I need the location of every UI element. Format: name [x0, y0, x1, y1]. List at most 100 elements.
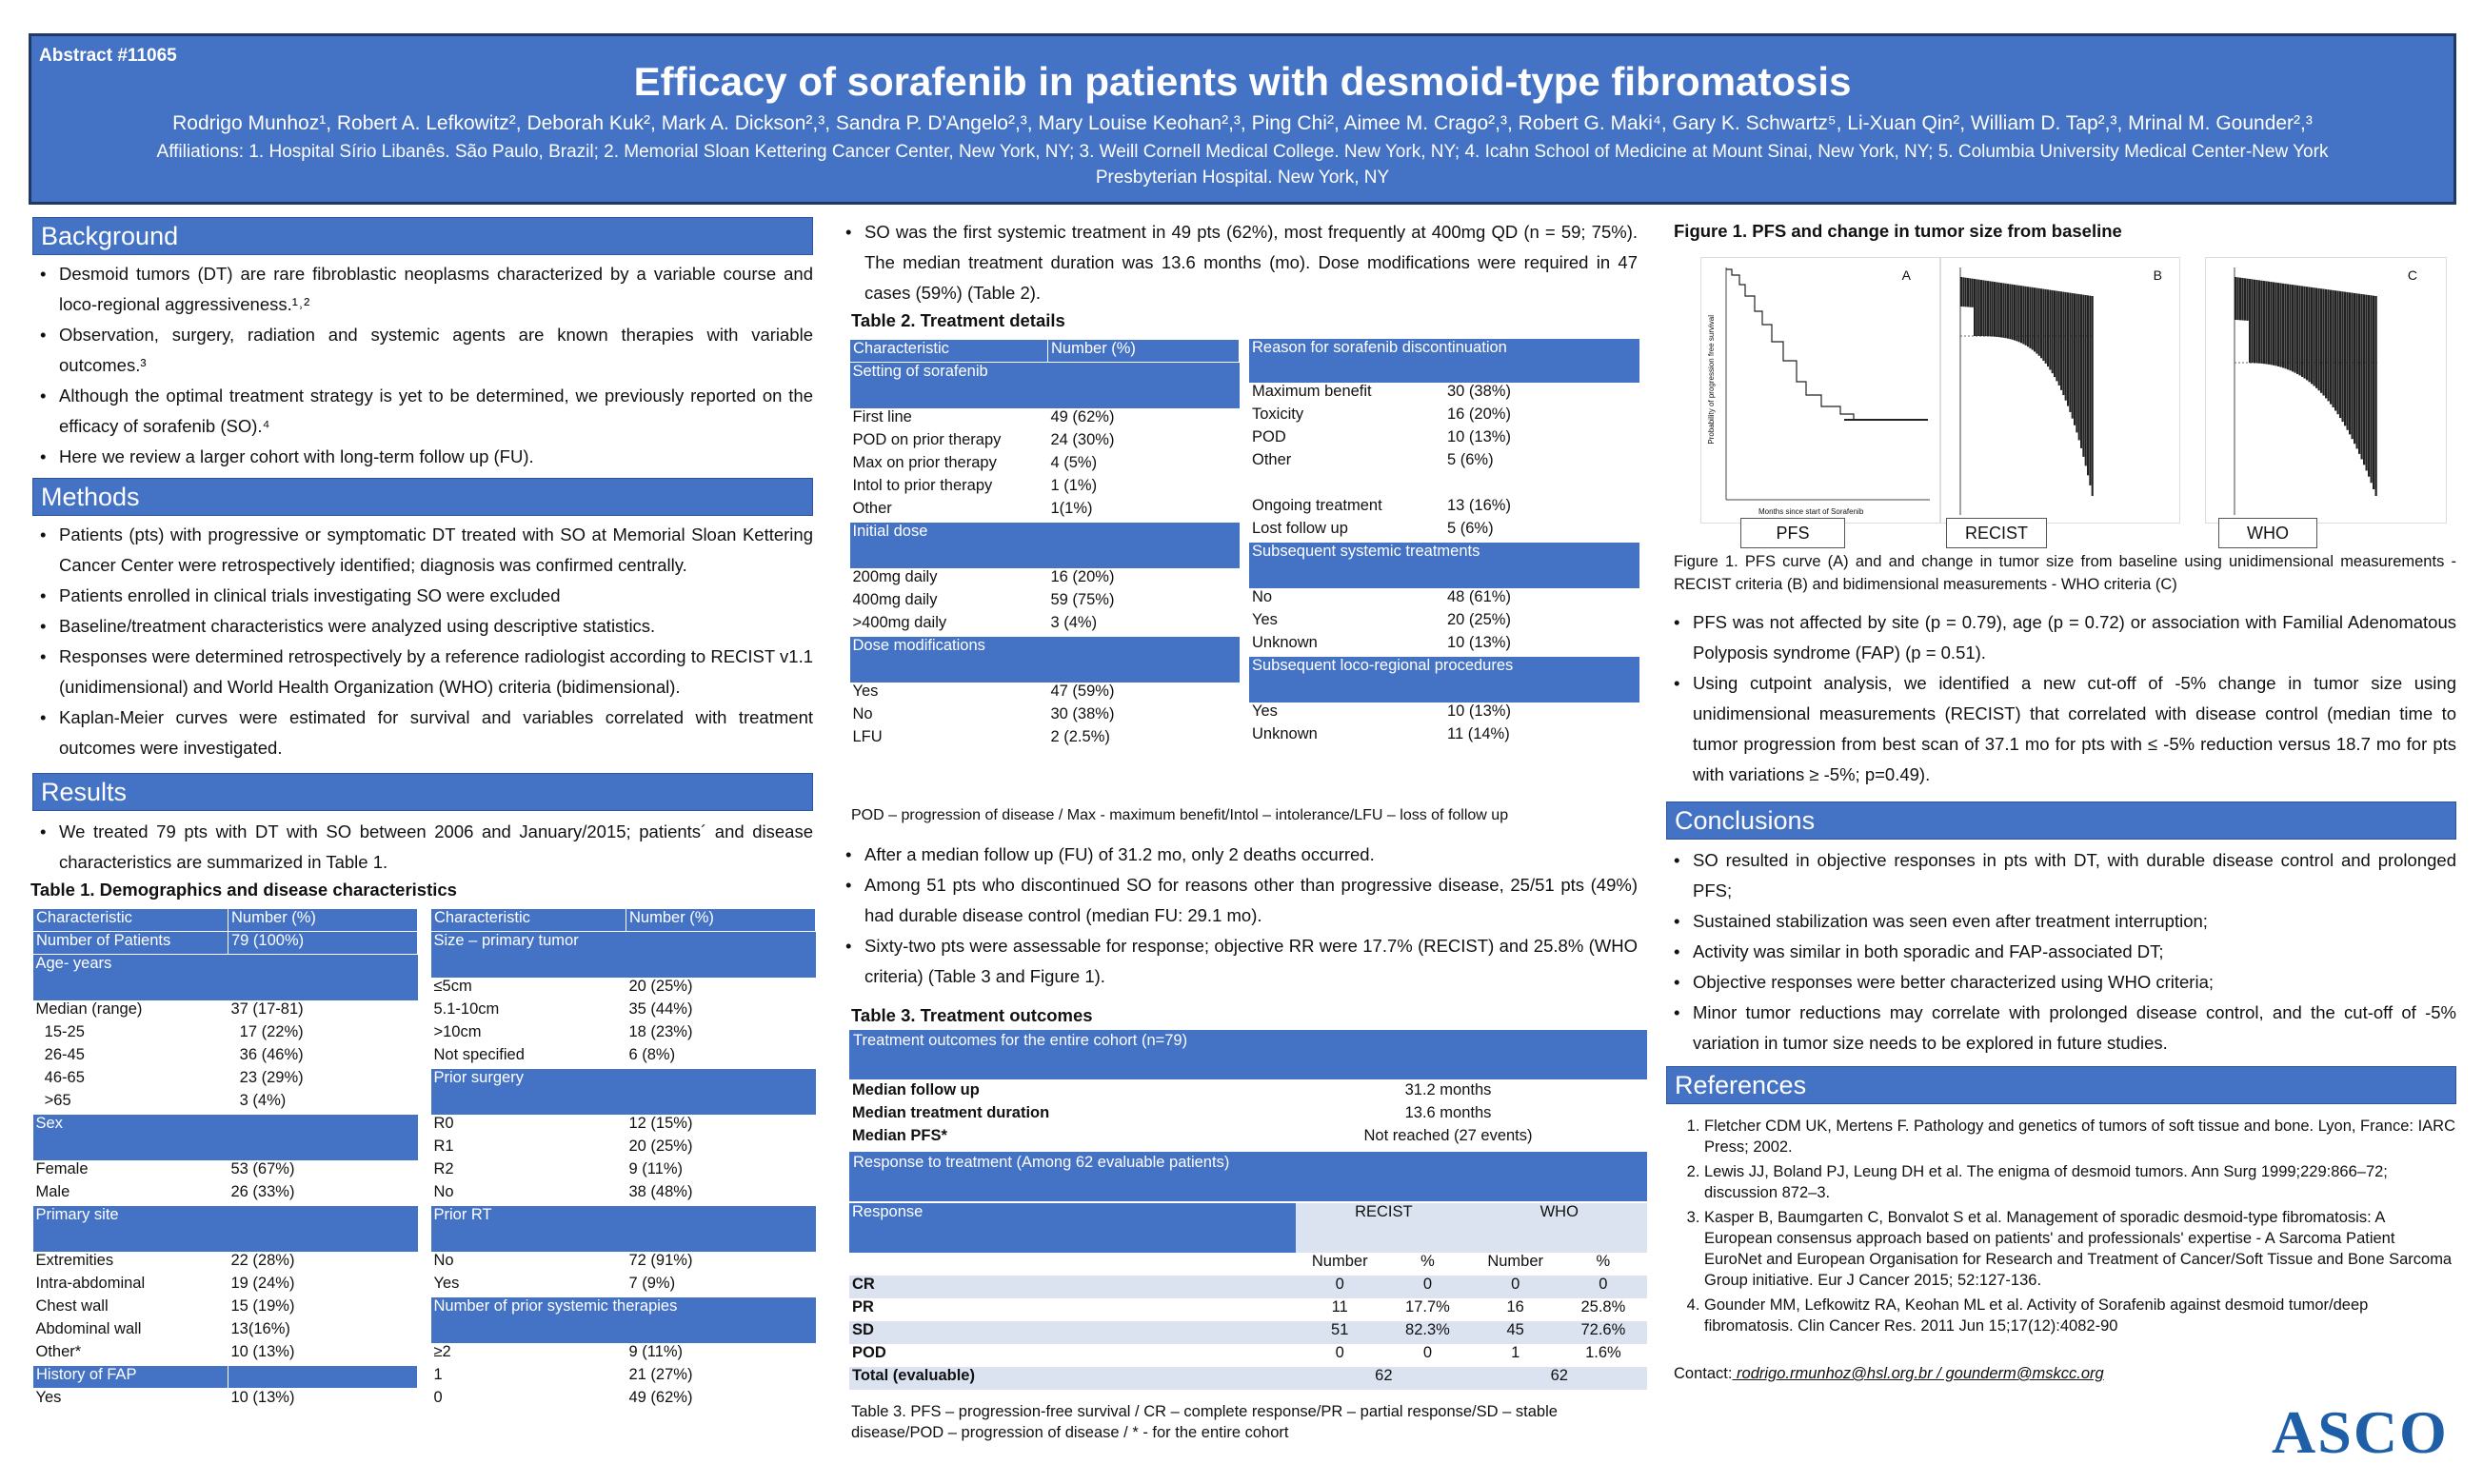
table-cell: Median PFS* [852, 1127, 947, 1144]
bullet-item: Kaplan-Meier curves were estimated for s… [32, 702, 813, 763]
table-cell: 79 (100%) [228, 931, 418, 955]
km-ylabel: Probability of progression free survival [1707, 315, 1716, 445]
waterfall-bar [2244, 278, 2247, 321]
waterfall-bar [2339, 290, 2342, 419]
table-cell: 35 (44%) [628, 999, 693, 1018]
table-section-header: Setting of sorafenib [849, 362, 1240, 408]
table-row: Yes 10 (13%) [1249, 702, 1639, 725]
table-cell: 24 (30%) [1050, 430, 1115, 448]
affiliations: Affiliations: 1. Hospital Sírio Libanês.… [156, 142, 2329, 188]
table-cell: 59 (75%) [1050, 590, 1115, 608]
waterfall-bar [1984, 280, 1987, 337]
waterfall-bar [2287, 284, 2290, 370]
table-cell: PR [852, 1298, 874, 1316]
table-cell: % [1596, 1253, 1611, 1270]
table-cell: R0 [433, 1114, 454, 1132]
table-cell: 9 (11%) [628, 1342, 684, 1360]
table-cell: Characteristic [32, 908, 228, 932]
table-cell: 1 [433, 1365, 443, 1383]
waterfall-bar [2000, 283, 2003, 338]
references-list: Fletcher CDM UK, Mertens F. Pathology an… [1666, 1116, 2456, 1336]
table-row: >65 3 (4%) [33, 1092, 418, 1115]
table-cell: 5.1-10cm [433, 999, 500, 1018]
table-cell: 62 [1550, 1367, 1568, 1384]
table-cell: 31.2 months [1404, 1081, 1492, 1098]
table-cell: Yes [433, 1274, 460, 1292]
table-cell: POD [852, 1344, 886, 1361]
table-row: Number of Patients 79 (100%) [32, 931, 418, 955]
table-cell: 12 (15%) [628, 1114, 693, 1132]
waterfall-bar [2315, 287, 2318, 388]
waterfall-bar [2282, 283, 2285, 368]
table-cell: Abdominal wall [35, 1319, 142, 1337]
waterfall-bar [1994, 282, 1996, 337]
waterfall-bar [1962, 277, 1965, 307]
pfs-label: PFS [1740, 518, 1845, 548]
table-section-header: Dose modifications [849, 636, 1240, 683]
waterfall-bar [2089, 295, 2092, 485]
waterfall-bar [1971, 278, 1974, 307]
table-row: Primary site [32, 1205, 418, 1252]
conclusions-list: SO resulted in objective responses in pt… [1666, 845, 2456, 1059]
waterfall-bar [2239, 277, 2242, 321]
table-cell: 21 (27%) [628, 1365, 693, 1383]
table-row: Total (evaluable) 62 62 [849, 1367, 1647, 1390]
waterfall-bar [2351, 292, 2354, 440]
table-row: Female 53 (67%) [33, 1160, 418, 1183]
table-cell: 2 (2.5%) [1050, 727, 1110, 745]
waterfall-bar [2270, 282, 2273, 366]
table-row: Unknown 10 (13%) [1249, 634, 1639, 657]
table-cell: Yes [1252, 611, 1278, 628]
table-cell: 0 [1335, 1276, 1344, 1293]
table-cell: 0 [1422, 1276, 1433, 1293]
bullet-item: We treated 79 pts with DT with SO betwee… [32, 817, 813, 878]
waterfall-bar [2365, 294, 2368, 471]
table-row: Age- years [32, 954, 418, 1000]
table-section-header: Subsequent loco-regional procedures [1249, 657, 1639, 702]
table-row: Yes 10 (13%) [33, 1389, 418, 1412]
panel-b-label: B [2153, 267, 2162, 283]
table-cell: Not reached (27 events) [1363, 1127, 1533, 1144]
table-row: Other 1(1%) [850, 500, 1240, 523]
table-cell: 16 (20%) [1447, 406, 1511, 423]
waterfall-bar [2301, 286, 2304, 377]
table-row: Yes 47 (59%) [850, 683, 1240, 705]
table-row: Intol to prior therapy 1 (1%) [850, 477, 1240, 500]
methods-heading: Methods [32, 478, 813, 516]
table-row: CR 0 0 0 0 [849, 1276, 1647, 1298]
waterfall-bar [2062, 291, 2065, 396]
waterfall-bar [1969, 278, 1972, 307]
table-cell: 51 [1331, 1321, 1349, 1338]
table2-caption: Table 2. Treatment details [851, 310, 1065, 330]
bullet-item: Responses were determined retrospectivel… [32, 642, 813, 702]
waterfall-bar [1967, 278, 1970, 307]
table-cell: 30 (38%) [1447, 383, 1511, 400]
waterfall-bar [2273, 282, 2275, 366]
methods-list: Patients (pts) with progressive or sympt… [32, 520, 813, 763]
table-subheader-row: Number% Number% [849, 1253, 1647, 1276]
table-row: Chest wall 15 (19%) [33, 1297, 418, 1320]
table-cell: 45 [1506, 1321, 1524, 1338]
table-cell: 5 (6%) [1447, 451, 1494, 468]
table-cell: 10 (13%) [1447, 634, 1511, 651]
waterfall-bar [2355, 293, 2358, 449]
results-list-2: After a median follow up (FU) of 31.2 mo… [838, 840, 1638, 992]
waterfall-bar [2047, 289, 2050, 367]
waterfall-bar [2029, 287, 2032, 348]
bullet-item: Sustained stabilization was seen even af… [1666, 906, 2456, 937]
waterfall-bar [1989, 281, 1992, 337]
conclusions-heading: Conclusions [1666, 801, 2456, 840]
table-cell: Characteristic [849, 339, 1048, 363]
table-cell: 0 [433, 1388, 443, 1406]
table-cell: Median (range) [35, 999, 143, 1018]
waterfall-bar [2349, 292, 2352, 435]
table-row: 5.1-10cm 35 (44%) [431, 1000, 816, 1023]
table-cell: 0 [1511, 1276, 1520, 1293]
waterfall-bar [2325, 288, 2328, 399]
table-section-header: Age- years [32, 954, 418, 1000]
waterfall-bar [2370, 295, 2373, 484]
table-cell: 48 (61%) [1447, 588, 1511, 605]
figure1-panel-a: A Probability of progression free surviv… [1700, 257, 1940, 524]
background-list: Desmoid tumors (DT) are rare fibroblasti… [32, 259, 813, 472]
who-label: WHO [2218, 518, 2317, 548]
